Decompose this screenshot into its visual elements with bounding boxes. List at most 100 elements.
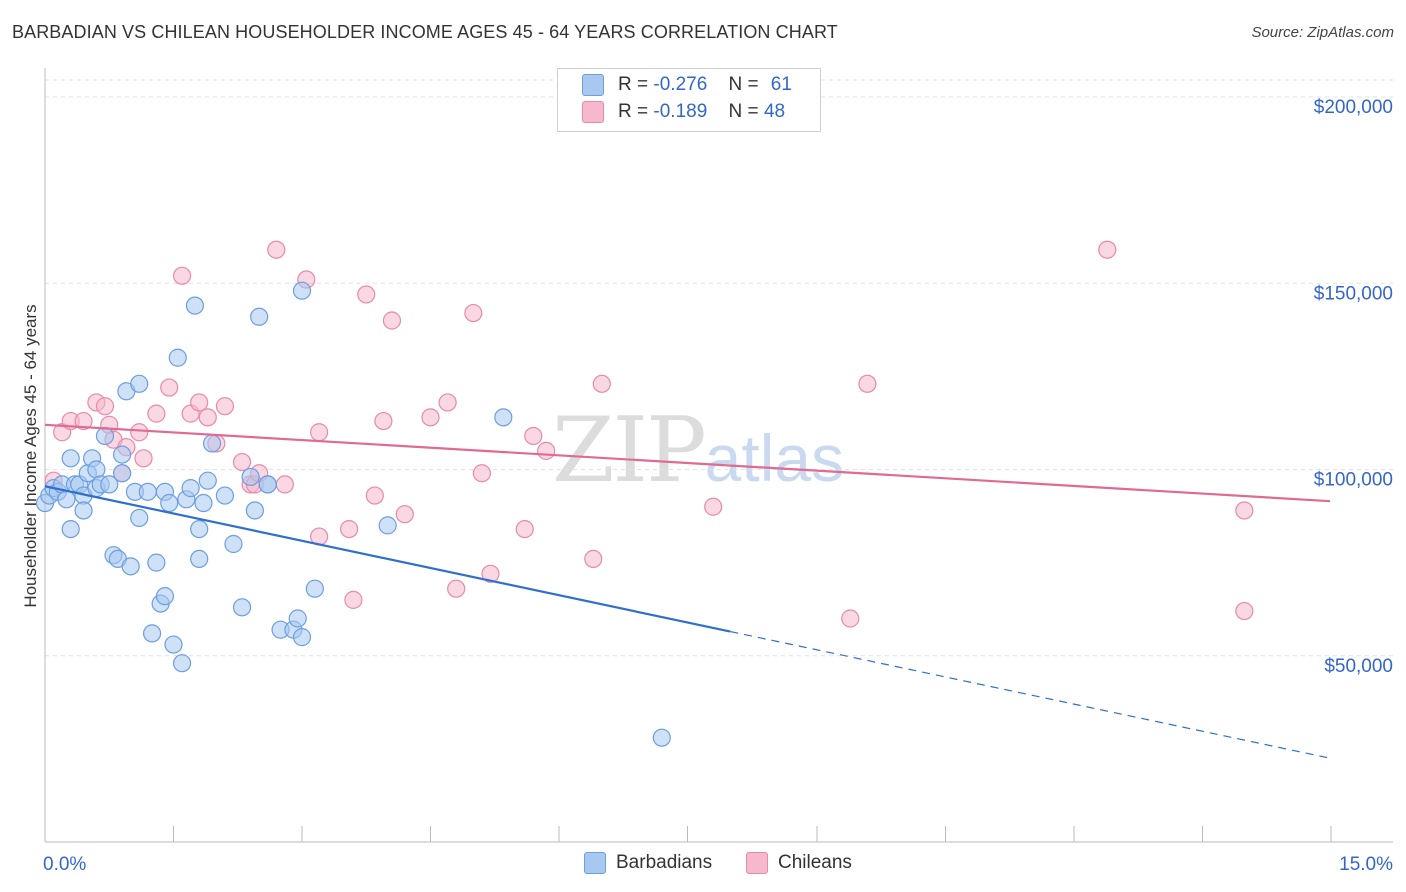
legend-row-chileans: R = -0.189 N = 48 (582, 101, 785, 127)
y-tick-label: $50,000 (1324, 656, 1393, 677)
barbadian-point (147, 553, 166, 572)
barbadian-point (172, 654, 192, 673)
chilean-point (130, 423, 149, 442)
barbadian-point (250, 307, 269, 326)
barbadian-point (185, 296, 205, 315)
barbadian-point (100, 475, 119, 494)
chilean-point (275, 475, 294, 494)
barbadian-point (138, 482, 157, 501)
x-tick-label: 15.0% (1339, 854, 1393, 875)
chilean-point (1235, 601, 1254, 621)
watermark-zip: ZIP (552, 398, 707, 503)
chilean-point (704, 497, 723, 516)
barbadian-point (245, 501, 264, 520)
chilean-point (395, 505, 414, 524)
legend-n-label: N = (728, 101, 759, 123)
chilean-point (1098, 240, 1117, 259)
barbadian-point (305, 579, 324, 598)
barbadian-point (57, 490, 76, 509)
barbadian-point (130, 374, 149, 393)
x-tick-label: 0.0% (43, 854, 86, 875)
chilean-point (374, 411, 393, 431)
barbadian-point (112, 445, 132, 464)
barbadian-point (61, 449, 80, 468)
barbadian-point (164, 635, 183, 654)
bottom-legend-chileans: Chileans (746, 852, 852, 874)
barbadian-point (292, 628, 312, 647)
bottom-legend-label: Barbadians (616, 852, 713, 874)
legend-n-value: 61 (770, 74, 792, 96)
barbadian-point (155, 587, 175, 606)
watermark-atlas: atlas (704, 421, 845, 495)
legend-r-label: R = (618, 74, 649, 96)
barbadian-point (232, 598, 252, 617)
barbadian-point (142, 624, 162, 643)
y-tick-label: $200,000 (1314, 97, 1393, 118)
barbadian-point (87, 460, 106, 479)
barbadian-point (652, 728, 671, 747)
bottom-legend-swatch-chileans (746, 852, 768, 874)
barbadian-point (181, 479, 200, 498)
chilean-point (584, 549, 603, 569)
legend-r-label: R = (618, 101, 649, 123)
legend-n-value: 48 (763, 101, 786, 123)
chart-title: BARBADIAN VS CHILEAN HOUSEHOLDER INCOME … (12, 22, 838, 42)
barbadian-trend-line (44, 485, 731, 633)
legend-n-label: N = (728, 74, 759, 96)
chilean-point (198, 408, 217, 427)
barbadian-point (121, 557, 140, 576)
chilean-point (365, 486, 384, 505)
legend-r-value: -0.276 (653, 74, 708, 96)
y-axis-label: Householder Income Ages 45 - 64 years (21, 304, 40, 607)
chilean-point (592, 374, 611, 393)
legend-swatch-chileans (582, 101, 604, 123)
barbadian-point (288, 609, 307, 628)
chilean-point (310, 423, 329, 442)
chilean-point (481, 564, 500, 583)
chilean-point (147, 404, 166, 423)
chilean-point (421, 408, 440, 427)
barbadian-point (258, 475, 277, 494)
barbadian-point (112, 464, 132, 483)
barbadian-point (202, 434, 222, 453)
chilean-point (74, 411, 93, 431)
chilean-point (515, 519, 534, 539)
chilean-point (841, 609, 860, 628)
chilean-point (172, 266, 192, 285)
y-tick-label: $150,000 (1314, 283, 1393, 304)
barbadian-trend-extension (730, 630, 1331, 759)
chilean-point (438, 393, 457, 412)
legend-swatch-barbadians (582, 74, 604, 96)
chilean-point (215, 397, 234, 416)
barbadian-point (95, 426, 115, 446)
barbadian-point (494, 408, 513, 427)
barbadian-point (224, 534, 243, 554)
bottom-legend-barbadians: Barbadians (584, 852, 712, 874)
chilean-point (537, 441, 556, 460)
chilean-point (232, 452, 252, 472)
barbadian-point (194, 493, 213, 513)
chilean-point (447, 579, 466, 598)
correlation-legend: R = -0.276 N = 61 R = -0.189 N = 48 (557, 68, 821, 132)
chilean-point (464, 303, 483, 323)
legend-r-value: -0.189 (653, 101, 708, 123)
chilean-point (472, 464, 491, 483)
barbadian-point (74, 501, 93, 520)
barbadian-point (198, 471, 217, 490)
barbadian-point (130, 508, 149, 528)
chilean-point (357, 285, 376, 304)
legend-row-barbadians: R = -0.276 N = 61 (582, 74, 792, 100)
chilean-point (190, 393, 209, 412)
barbadian-point (168, 348, 187, 367)
barbadian-point (292, 281, 312, 300)
barbadian-point (241, 467, 260, 487)
barbadian-point (378, 516, 397, 535)
bottom-legend-swatch-barbadians (584, 852, 606, 874)
barbadian-point (61, 519, 80, 539)
barbadian-point (190, 549, 209, 569)
chilean-point (1235, 501, 1254, 520)
chilean-point (524, 426, 543, 446)
watermark: ZIPatlas (552, 398, 844, 503)
chart-source: Source: ZipAtlas.com (1251, 24, 1394, 41)
